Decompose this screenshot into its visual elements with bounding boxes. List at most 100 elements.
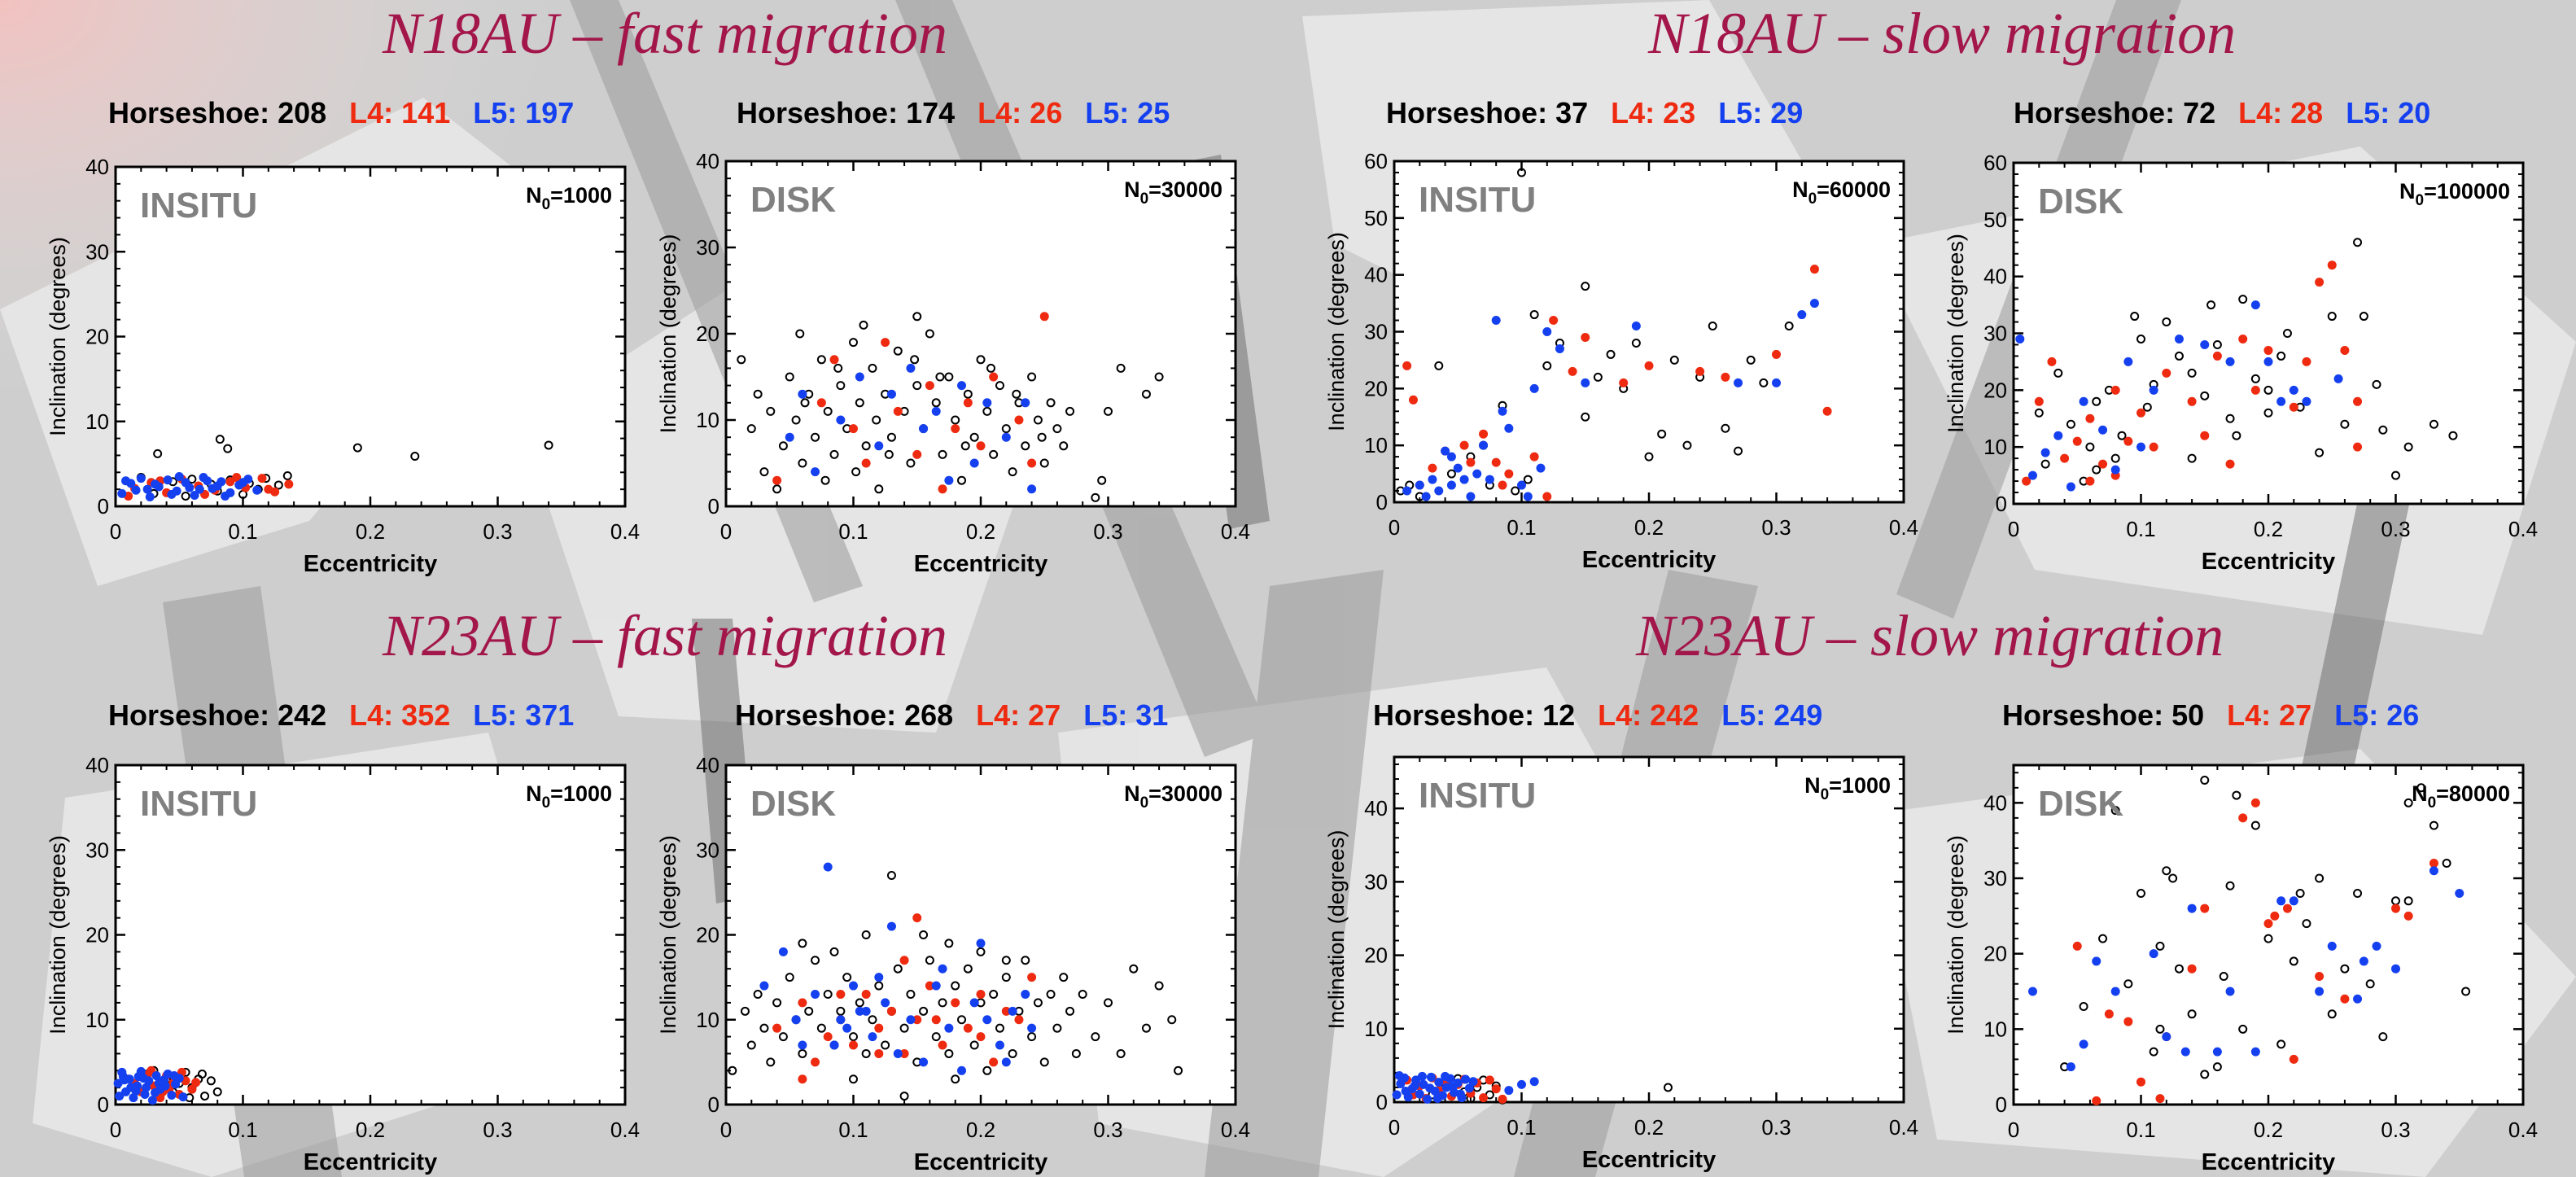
horseshoe-point (1129, 964, 1139, 974)
horseshoe-point (859, 320, 868, 330)
l5-point (1021, 398, 1030, 408)
y-axis-label: Inclination (degrees) (46, 835, 70, 1035)
l5-point (1453, 463, 1463, 473)
x-tick-label: 0 (1389, 515, 1400, 540)
n0-label: N0=30000 (1124, 177, 1222, 208)
horseshoe-point (906, 458, 916, 468)
y-tick-label: 20 (696, 923, 719, 947)
l5-point (169, 1071, 179, 1081)
horseshoe-point (2053, 368, 2063, 378)
l5-label: L5: (2334, 698, 2379, 732)
l4-point (886, 1006, 896, 1016)
horseshoe-point (1001, 956, 1011, 965)
l4-point (823, 1032, 833, 1042)
horseshoe-point (836, 1006, 846, 1016)
l4-point (2340, 345, 2350, 355)
l5-point (138, 1074, 148, 1083)
horseshoe-point (849, 338, 858, 348)
l4-point (893, 406, 903, 416)
x-tick-label: 0.3 (483, 1118, 512, 1142)
y-axis-label: Inclination (degrees) (46, 237, 70, 436)
y-tick-label: 20 (1364, 376, 1388, 400)
horseshoe-point (2250, 374, 2260, 383)
horseshoe-point (1141, 1023, 1151, 1033)
l4-point (951, 424, 960, 434)
n0-value: =1000 (550, 781, 612, 806)
horseshoe-point (2225, 881, 2235, 890)
horseshoe-point (1434, 361, 1444, 370)
l5-point (238, 478, 247, 488)
l4-point (2353, 396, 2363, 406)
horseshoe-point (1116, 363, 1126, 373)
horseshoe-point (2391, 470, 2400, 480)
horseshoe-point (2403, 442, 2413, 452)
l5-point (185, 483, 195, 492)
l4-point (2282, 904, 2292, 913)
l4-point (2155, 1094, 2165, 1104)
horseshoe-point (2142, 402, 2152, 412)
l5-point (1027, 484, 1037, 494)
l5-point (778, 947, 788, 956)
y-tick-label: 30 (1983, 866, 2007, 890)
y-tick-label: 40 (696, 753, 719, 777)
l5-point (1446, 480, 1456, 490)
l4-point (264, 484, 273, 494)
l5-point (2092, 956, 2101, 966)
l4-point (1479, 1093, 1489, 1103)
n0-subscript: 0 (1140, 794, 1149, 812)
l4-label: L4: (977, 96, 1022, 129)
l5-point (995, 1040, 1004, 1050)
l5-point (861, 1006, 871, 1016)
horseshoe-point (798, 939, 807, 948)
l5-point (1517, 480, 1526, 490)
n0-value: =30000 (1148, 781, 1222, 806)
horseshoe-point (925, 956, 934, 965)
l4-point (1027, 458, 1037, 468)
l5-point (2174, 334, 2184, 343)
l4-point (899, 956, 909, 965)
l5-point (868, 1032, 877, 1042)
l4-label: L4: (2227, 698, 2272, 732)
l5-count: 29 (1770, 96, 1804, 129)
l4-point (1568, 366, 1577, 376)
section-title-n23-fast: N23AU – fast migration (383, 603, 948, 668)
y-tick-label: 30 (1364, 320, 1388, 344)
n0-prefix: N (1804, 773, 1821, 798)
horseshoe-point (352, 443, 362, 453)
l5-count: 31 (1135, 698, 1169, 732)
stats-panel-4: Horseshoe: 72 L4: 28 L5: 20 (2014, 96, 2430, 130)
l5-point (2162, 1032, 2171, 1042)
l4-point (1619, 378, 1629, 387)
l5-point (1428, 475, 1437, 484)
l4-point (976, 1032, 986, 1042)
x-tick-label: 0.1 (2126, 517, 2155, 541)
horseshoe-point (282, 470, 292, 480)
horseshoe-point (2219, 971, 2228, 981)
l4-point (798, 1074, 807, 1084)
l5-point (906, 363, 916, 373)
l5-point (1772, 378, 1781, 387)
y-tick-label: 40 (1983, 790, 2007, 815)
horseshoe-point (1027, 1032, 1037, 1042)
horseshoe-point (855, 998, 864, 1008)
horseshoe-count: 50 (2171, 698, 2205, 732)
y-tick-label: 10 (1983, 1017, 2007, 1041)
n0-value: =100000 (2424, 179, 2510, 203)
l4-point (1408, 395, 1418, 405)
l5-point (129, 1093, 138, 1103)
horseshoe-point (1001, 973, 1011, 982)
horseshoe-point (938, 998, 947, 1008)
horseshoe-point (2232, 431, 2241, 440)
l4-point (225, 477, 235, 487)
horseshoe-point (785, 973, 794, 982)
l5-point (1464, 1083, 1474, 1093)
l5-point (2079, 1039, 2088, 1049)
l4-point (2403, 911, 2413, 921)
l4-count: 352 (401, 698, 451, 732)
horseshoe-point (2327, 1009, 2337, 1019)
l5-point (221, 491, 230, 501)
horseshoe-point (1663, 1083, 1673, 1092)
y-tick-label: 20 (85, 325, 109, 349)
l5-point (919, 1057, 929, 1067)
